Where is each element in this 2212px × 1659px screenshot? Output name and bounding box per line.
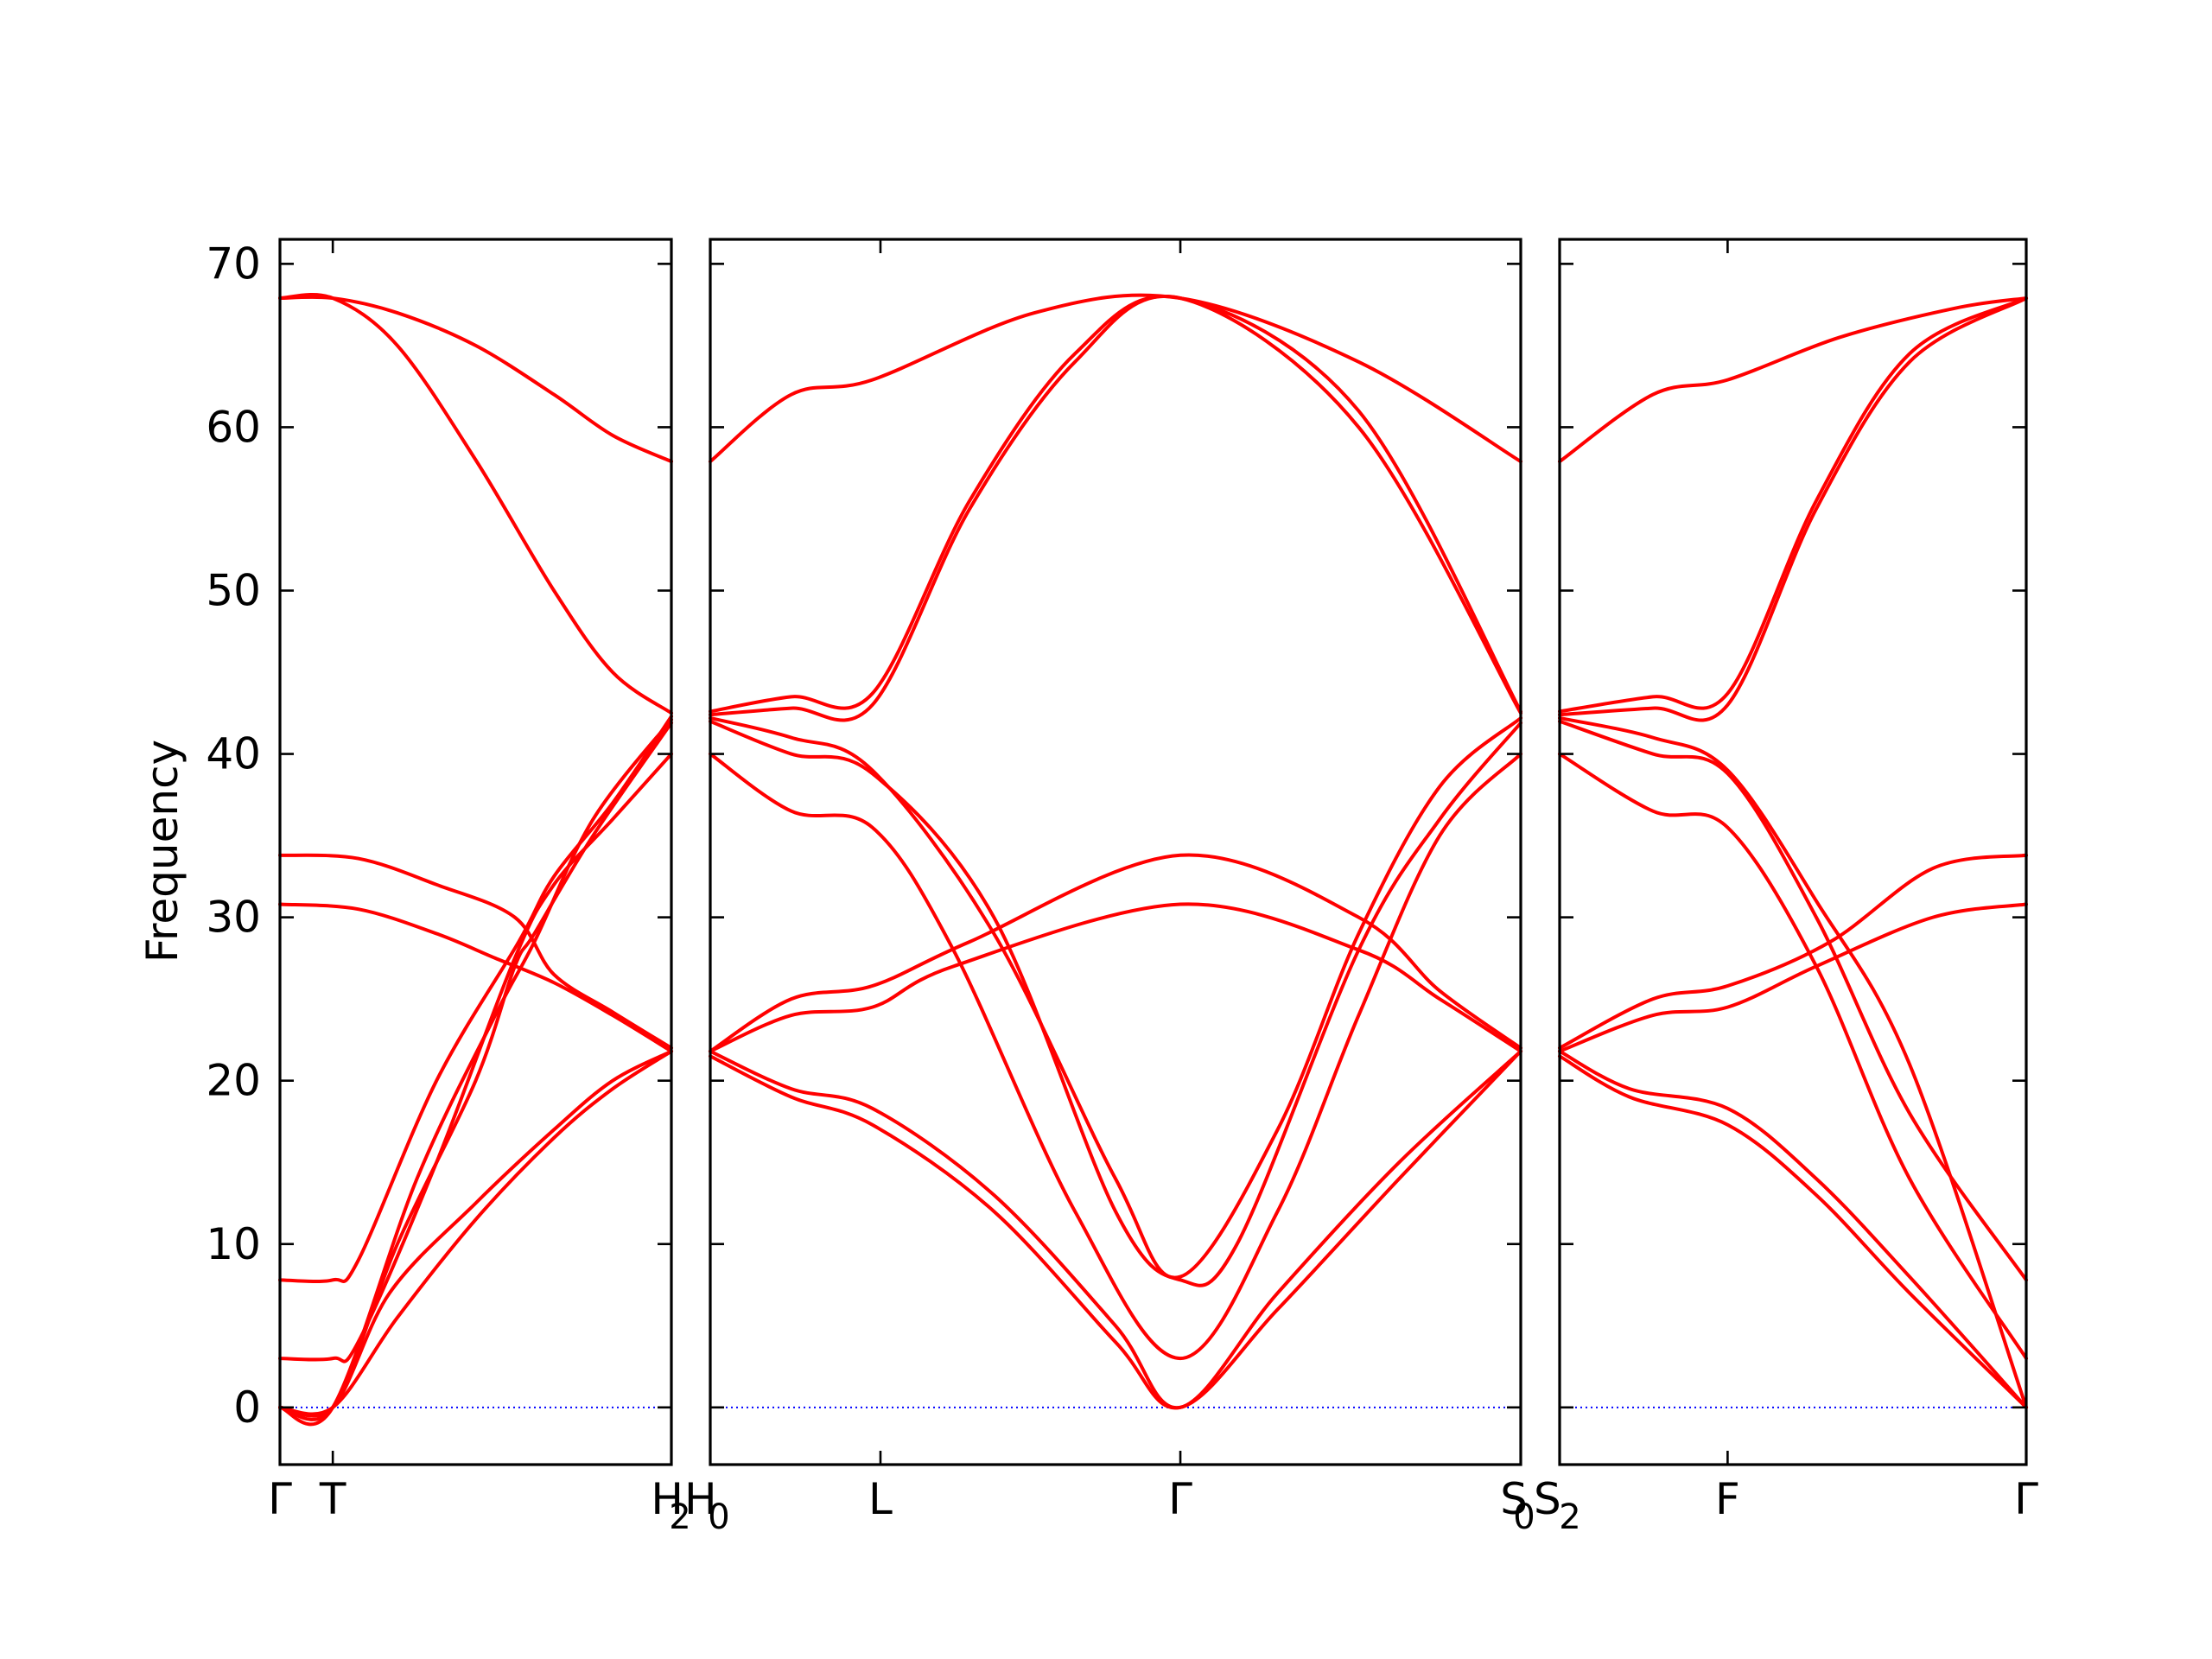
band-line-8 [278, 853, 673, 1050]
band-line-1 [1558, 1054, 2028, 1409]
y-tick-label: 10 [206, 1219, 261, 1269]
band-line-1 [709, 1049, 1522, 1410]
band-line-2 [1558, 1049, 2028, 1409]
x-tick-label: Γ [2014, 1474, 2038, 1524]
band-line-5 [1558, 752, 2028, 1361]
band-line-4 [278, 717, 673, 1427]
band-line-7 [1558, 715, 2028, 1409]
band-line-2 [709, 1049, 1522, 1410]
axes-frame [278, 238, 673, 1466]
band-line-4 [709, 853, 1522, 1053]
x-tick-label: H [651, 1474, 683, 1524]
band-line-9 [1558, 296, 2028, 714]
band-line-6 [1558, 719, 2028, 1282]
x-tick-label: T [319, 1474, 346, 1524]
band-line-3 [278, 721, 673, 1421]
band-line-4 [1558, 853, 2028, 1050]
axes-frame [1558, 238, 2028, 1466]
x-tick-label: L [868, 1474, 893, 1524]
band-line-3 [709, 902, 1522, 1053]
band-line-9 [278, 293, 673, 715]
y-tick-label: 20 [206, 1056, 261, 1106]
band-line-5 [278, 752, 673, 1363]
band-line-9 [709, 295, 1522, 714]
y-tick-label: 50 [206, 565, 261, 615]
y-tick-label: 40 [206, 729, 261, 779]
y-tick-label: 60 [206, 402, 261, 452]
band-line-10 [709, 293, 1522, 464]
band-line-10 [1558, 296, 2028, 464]
x-tick-label: Γ [268, 1474, 292, 1524]
band-line-3 [1558, 902, 2028, 1053]
x-tick-label: S [1534, 1474, 1561, 1524]
x-tick-subscript: 2 [669, 1497, 690, 1537]
x-tick-label: H [684, 1474, 717, 1524]
band-line-2 [278, 1049, 673, 1418]
x-tick-subscript: 0 [1513, 1497, 1535, 1537]
band-line-6 [709, 719, 1522, 1287]
y-axis-label: Frequency [137, 740, 188, 963]
band-line-5 [709, 752, 1522, 1361]
panel-1: 0 10 20 30 40 50 60 70 Γ T H [206, 238, 683, 1524]
x-tick-label: F [1715, 1474, 1740, 1524]
x-tick-subscript: 2 [1559, 1497, 1580, 1537]
x-tick-label: S [1500, 1474, 1528, 1524]
x-tick-label: Γ [1168, 1474, 1192, 1524]
band-line-8 [709, 295, 1522, 722]
band-line-7 [278, 902, 673, 1053]
band-line-8 [1558, 296, 2028, 722]
band-line-6 [278, 715, 673, 1284]
y-tick-label: 70 [206, 238, 261, 289]
band-line-10 [278, 295, 673, 464]
y-tick-label: 30 [206, 893, 261, 943]
y-tick-label: 0 [233, 1382, 261, 1433]
band-line-7 [709, 715, 1522, 1280]
axes-frame [709, 238, 1522, 1466]
x-tick-subscript: 0 [708, 1497, 729, 1537]
